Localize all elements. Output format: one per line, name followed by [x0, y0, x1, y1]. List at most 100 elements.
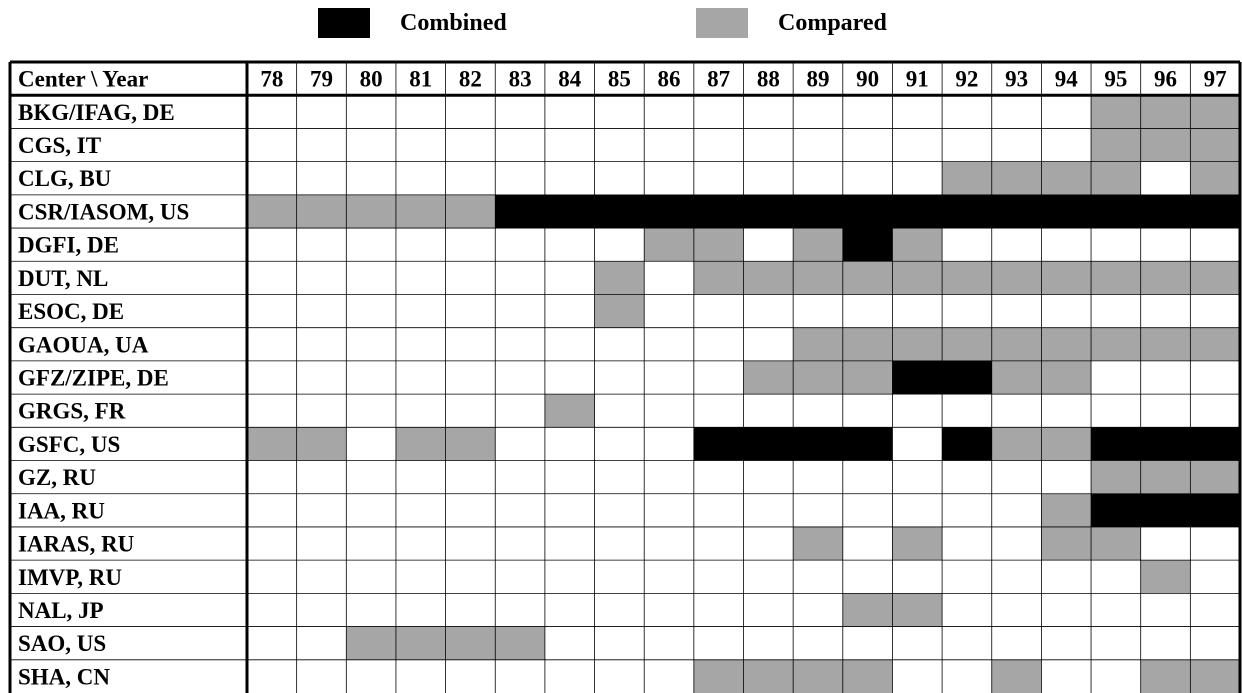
cell-compared	[1190, 261, 1240, 295]
year-label: 90	[856, 67, 879, 92]
header-corner-label: Center \ Year	[18, 67, 148, 92]
center-label: GRGS, FR	[18, 399, 126, 424]
cell-compared	[743, 659, 794, 693]
cell-combined	[793, 194, 843, 229]
year-label: 89	[806, 67, 829, 92]
cell-compared	[942, 261, 992, 295]
cell-combined	[1140, 427, 1191, 461]
center-label: IAA, RU	[18, 498, 105, 523]
cell-compared	[991, 427, 1042, 461]
center-label: GFZ/ZIPE, DE	[18, 366, 169, 391]
center-label: SAO, US	[18, 631, 106, 656]
cell-compared	[594, 261, 645, 295]
cell-compared	[942, 327, 992, 361]
cell-combined	[495, 194, 545, 229]
cell-compared	[942, 161, 992, 195]
center-label: GZ, RU	[18, 465, 96, 490]
cell-combined	[793, 427, 843, 461]
cell-compared	[693, 261, 744, 295]
year-label: 82	[459, 67, 482, 92]
cell-compared	[1041, 161, 1092, 195]
cell-combined	[892, 194, 943, 229]
legend-compared: Compared	[696, 8, 887, 38]
center-label: BKG/IFAG, DE	[18, 100, 175, 125]
cell-compared	[445, 427, 496, 461]
cell-compared	[892, 228, 943, 262]
cell-compared	[395, 427, 446, 461]
center-label: CLG, BU	[18, 166, 112, 191]
cell-compared	[1091, 128, 1141, 162]
year-label: 83	[509, 67, 532, 92]
cell-combined	[842, 194, 893, 229]
cell-compared	[1190, 659, 1240, 693]
year-label: 85	[608, 67, 631, 92]
year-label: 95	[1104, 67, 1127, 92]
cell-compared	[842, 659, 893, 693]
cell-compared	[296, 427, 347, 461]
cell-compared	[346, 194, 396, 229]
cell-compared	[991, 261, 1042, 295]
cell-compared	[793, 526, 843, 561]
cell-compared	[1091, 526, 1141, 561]
center-label: IMVP, RU	[18, 565, 122, 590]
cell-combined	[693, 427, 744, 461]
cell-compared	[1091, 327, 1141, 361]
cell-compared	[842, 593, 893, 627]
center-label: NAL, JP	[18, 598, 104, 623]
cell-combined	[644, 194, 694, 229]
legend-combined-swatch	[318, 8, 370, 38]
year-label: 86	[658, 67, 681, 92]
cell-combined	[842, 228, 893, 262]
cell-combined	[1091, 493, 1141, 527]
year-label: 93	[1005, 67, 1028, 92]
cell-compared	[296, 194, 347, 229]
cell-compared	[346, 626, 396, 660]
cell-compared	[544, 394, 595, 428]
cell-compared	[842, 261, 893, 295]
cell-compared	[991, 327, 1042, 361]
cell-compared	[644, 228, 694, 262]
cell-compared	[1190, 161, 1240, 195]
cell-compared	[495, 626, 545, 660]
cell-combined	[892, 360, 943, 395]
year-label: 80	[360, 67, 383, 92]
center-label: CSR/IASOM, US	[18, 199, 189, 224]
cell-compared	[594, 294, 645, 328]
cell-compared	[842, 360, 893, 395]
cell-compared	[693, 228, 744, 262]
cell-compared	[743, 360, 794, 395]
center-label: DUT, NL	[18, 266, 108, 291]
center-label: GAOUA, UA	[18, 332, 149, 357]
cell-compared	[793, 228, 843, 262]
year-label: 92	[955, 67, 978, 92]
year-label: 84	[558, 67, 582, 92]
cell-combined	[942, 194, 992, 229]
year-label: 79	[310, 67, 333, 92]
cell-compared	[247, 194, 297, 229]
cell-compared	[1190, 327, 1240, 361]
cell-compared	[793, 659, 843, 693]
cell-combined	[693, 194, 744, 229]
cell-combined	[1190, 427, 1240, 461]
cell-combined	[1041, 194, 1092, 229]
cell-compared	[1140, 261, 1191, 295]
cell-compared	[1091, 261, 1141, 295]
cell-combined	[1140, 194, 1191, 229]
center-label: DGFI, DE	[18, 233, 119, 258]
year-label: 88	[757, 67, 780, 92]
legend-combined-label: Combined	[400, 9, 507, 36]
cell-compared	[395, 194, 446, 229]
cell-compared	[793, 360, 843, 395]
year-label: 87	[707, 67, 730, 92]
cell-compared	[445, 194, 496, 229]
year-label: 91	[906, 67, 929, 92]
cell-compared	[1190, 460, 1240, 494]
cell-compared	[1190, 128, 1240, 162]
year-label: 78	[260, 67, 283, 92]
cell-compared	[1091, 460, 1141, 494]
cell-compared	[445, 626, 496, 660]
cell-compared	[743, 261, 794, 295]
center-label: SHA, CN	[18, 664, 110, 689]
cell-combined	[842, 427, 893, 461]
